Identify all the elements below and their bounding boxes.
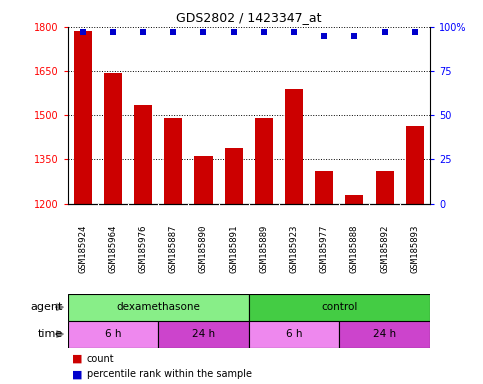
- Bar: [249, 321, 339, 348]
- Text: dexamethasone: dexamethasone: [116, 302, 200, 312]
- Text: GSM185887: GSM185887: [169, 225, 178, 273]
- Text: GSM185888: GSM185888: [350, 225, 359, 273]
- Bar: [249, 294, 430, 321]
- Point: [170, 29, 177, 35]
- Bar: [164, 118, 183, 204]
- Bar: [255, 118, 273, 204]
- Point: [260, 29, 268, 35]
- Point: [139, 29, 147, 35]
- Text: GSM185976: GSM185976: [139, 225, 148, 273]
- Point: [411, 29, 419, 35]
- Text: GSM185977: GSM185977: [320, 225, 329, 273]
- Text: 24 h: 24 h: [373, 329, 396, 339]
- Point: [351, 33, 358, 39]
- Text: GSM185964: GSM185964: [108, 225, 117, 273]
- Text: GSM185924: GSM185924: [78, 225, 87, 273]
- Point: [320, 33, 328, 39]
- Text: GSM185893: GSM185893: [410, 225, 419, 273]
- Text: GSM185889: GSM185889: [259, 225, 269, 273]
- Bar: [134, 105, 152, 204]
- Text: GSM185890: GSM185890: [199, 225, 208, 273]
- Point: [381, 29, 388, 35]
- Text: agent: agent: [30, 302, 63, 312]
- Bar: [406, 126, 424, 204]
- Bar: [104, 73, 122, 204]
- Text: GSM185891: GSM185891: [229, 225, 238, 273]
- Bar: [376, 171, 394, 204]
- Text: GSM185892: GSM185892: [380, 225, 389, 273]
- Point: [290, 29, 298, 35]
- Point: [199, 29, 207, 35]
- Text: 24 h: 24 h: [192, 329, 215, 339]
- Bar: [73, 31, 92, 204]
- Text: ■: ■: [72, 369, 83, 379]
- Title: GDS2802 / 1423347_at: GDS2802 / 1423347_at: [176, 11, 322, 24]
- Bar: [68, 321, 158, 348]
- Point: [109, 29, 117, 35]
- Point: [230, 29, 238, 35]
- Bar: [339, 321, 430, 348]
- Bar: [285, 89, 303, 204]
- Bar: [225, 147, 242, 204]
- Bar: [158, 321, 249, 348]
- Bar: [315, 171, 333, 204]
- Bar: [195, 156, 213, 204]
- Text: 6 h: 6 h: [105, 329, 121, 339]
- Text: count: count: [87, 354, 114, 364]
- Text: ■: ■: [72, 354, 83, 364]
- Text: control: control: [321, 302, 357, 312]
- Text: time: time: [38, 329, 63, 339]
- Bar: [345, 195, 364, 204]
- Bar: [68, 294, 249, 321]
- Text: GSM185923: GSM185923: [289, 225, 298, 273]
- Text: 6 h: 6 h: [286, 329, 302, 339]
- Point: [79, 29, 86, 35]
- Text: percentile rank within the sample: percentile rank within the sample: [87, 369, 252, 379]
